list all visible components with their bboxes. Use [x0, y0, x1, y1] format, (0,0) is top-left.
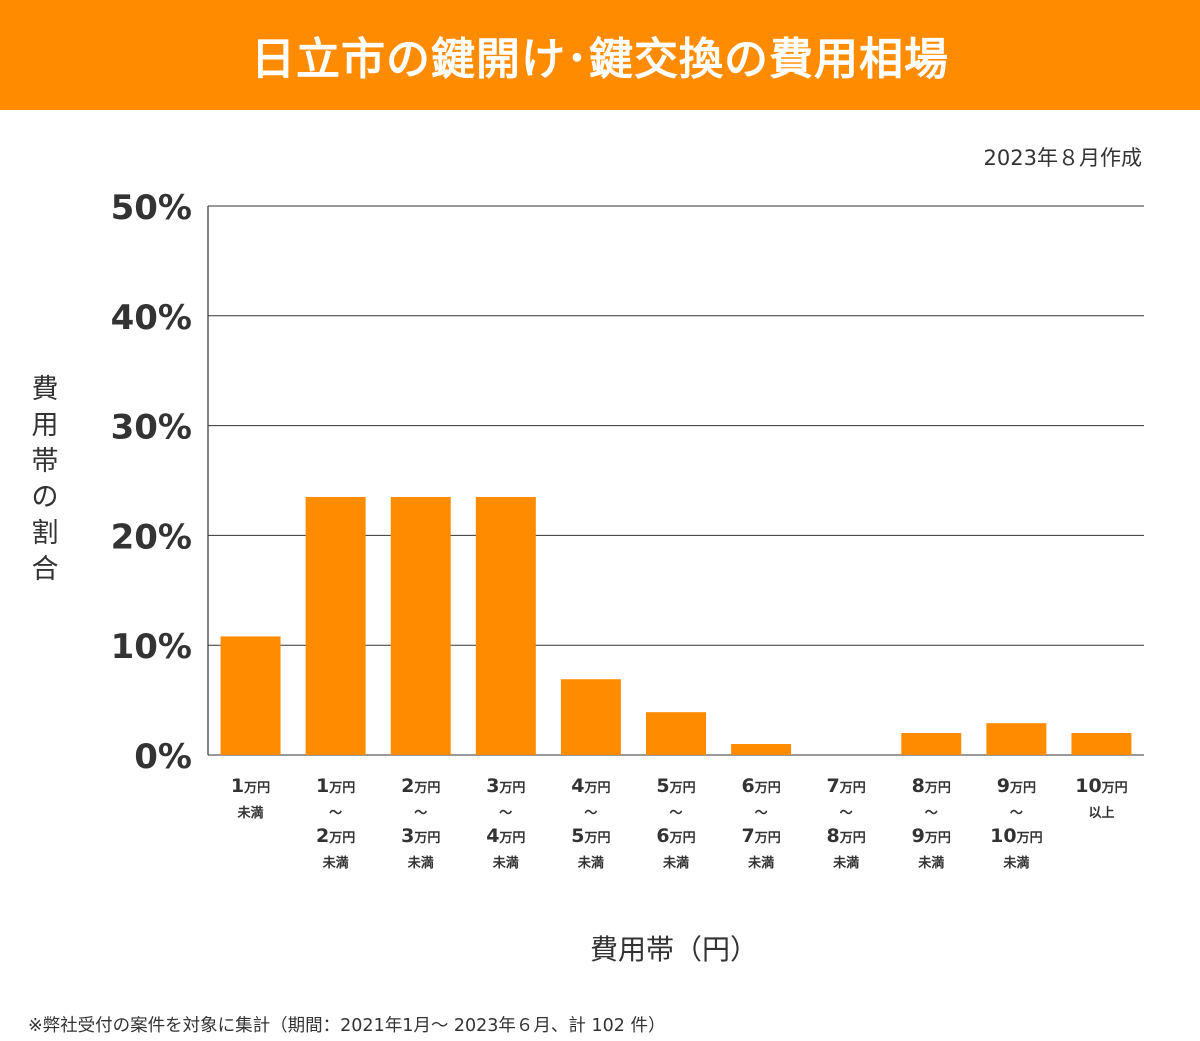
x-tick-label: 7万円 [827, 775, 866, 797]
x-tick-label: 未満 [832, 855, 859, 871]
y-axis-label-char: 帯 [31, 446, 59, 477]
x-tick-label: 4万円 [571, 775, 610, 797]
y-axis-label-char: 費 [31, 374, 59, 405]
x-tick-label: 6万円 [656, 825, 695, 847]
x-tick-label: 以上 [1088, 806, 1114, 821]
bar [731, 744, 792, 755]
x-tick-label: 未満 [407, 855, 434, 871]
x-tick-label: 9万円 [997, 775, 1036, 797]
y-tick-label: 0% [134, 737, 192, 777]
x-tick-label: 10万円 [990, 825, 1042, 847]
bar [560, 679, 621, 755]
bar [390, 496, 451, 755]
x-tick-label: 2万円 [316, 825, 355, 847]
y-axis-label-char: の [31, 482, 59, 513]
y-tick-label: 30% [111, 408, 192, 448]
x-tick-label: 1万円 [231, 775, 270, 797]
x-tick-label: 未満 [492, 855, 519, 871]
x-tick-label: 未満 [917, 855, 944, 871]
x-tick-label: 未満 [577, 855, 604, 871]
x-tick-label: 未満 [1002, 855, 1029, 871]
x-tick-label: 未満 [322, 855, 349, 871]
x-tick-label: 6万円 [741, 775, 780, 797]
x-tick-label: 5万円 [571, 825, 610, 847]
x-tick-label: 3万円 [486, 775, 525, 797]
footnote: ※弊社受付の案件を対象に集計（期間：2021年1月～ 2023年６月、計 102… [28, 1016, 666, 1036]
created-date: 2023年８月作成 [983, 146, 1142, 170]
x-tick-label: 10万円 [1075, 775, 1127, 797]
chart-header: 日立市の鍵開け･鍵交換の費用相場 [0, 0, 1200, 110]
chart-title: 日立市の鍵開け･鍵交換の費用相場 [251, 34, 949, 85]
x-tick-label: ～ [840, 806, 853, 821]
bar [220, 636, 281, 755]
x-tick-label: 9万円 [912, 825, 951, 847]
x-tick-label: ～ [669, 806, 682, 821]
bar [986, 723, 1047, 755]
y-tick-label: 10% [111, 627, 192, 667]
x-axis-label: 費用帯（円） [590, 933, 759, 966]
x-tick-label: 8万円 [912, 775, 951, 797]
y-axis-label: 費用帯の割合 [28, 372, 62, 588]
x-tick-label: ～ [329, 806, 342, 821]
x-tick-label: ～ [584, 806, 597, 821]
bar [475, 496, 536, 755]
x-tick-label: ～ [1010, 806, 1023, 821]
y-tick-label: 20% [111, 517, 192, 557]
bar [305, 496, 366, 755]
bar [646, 712, 706, 755]
x-tick-label: 3万円 [401, 825, 440, 847]
bar [901, 733, 962, 755]
x-tick-label: ～ [925, 806, 938, 821]
y-axis-label-char: 用 [31, 410, 59, 441]
x-tick-label: ～ [499, 806, 512, 821]
x-tick-label: 1万円 [316, 775, 355, 797]
y-tick-label: 40% [111, 298, 192, 338]
y-axis-label-char: 割 [31, 518, 59, 549]
x-tick-label: 未満 [747, 855, 774, 871]
x-tick-label: ～ [755, 806, 768, 821]
x-tick-label: 未満 [662, 855, 689, 871]
x-tick-label: 未満 [237, 805, 264, 821]
bar [1071, 733, 1132, 755]
x-tick-label: 5万円 [656, 775, 695, 797]
x-tick-label: 8万円 [827, 825, 866, 847]
y-tick-label: 50% [111, 188, 192, 228]
y-axis-label-char: 合 [31, 554, 59, 585]
x-tick-label: ～ [414, 806, 427, 821]
x-tick-label: 7万円 [741, 825, 780, 847]
x-tick-label: 2万円 [401, 775, 440, 797]
x-tick-label: 4万円 [486, 825, 525, 847]
